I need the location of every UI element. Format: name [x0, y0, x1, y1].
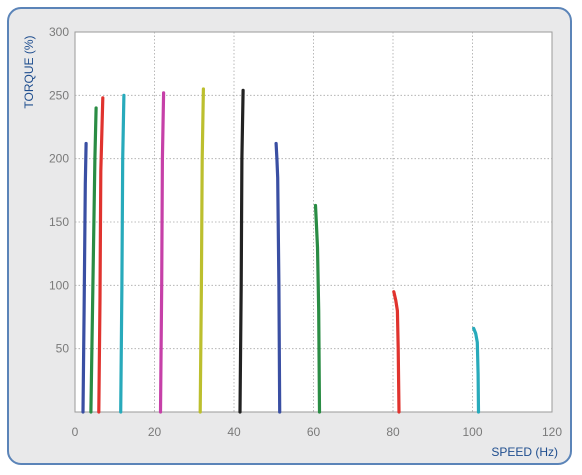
y-tick-label: 300	[49, 25, 69, 39]
x-tick-label: 40	[227, 425, 241, 439]
x-tick-label: 100	[462, 425, 482, 439]
y-tick-label: 100	[49, 278, 69, 292]
chart-panel: 0 20 40 60 80 100 120 50 100 150 200 250 300 SPEED (…	[7, 7, 572, 465]
x-tick-label: 0	[72, 425, 79, 439]
y-tick-label: 150	[49, 215, 69, 229]
x-tick-label: 120	[542, 425, 562, 439]
y-tick-label: 200	[49, 152, 69, 166]
torque-speed-chart: 0 20 40 60 80 100 120 50 100 150 200 250 300 SPEED (…	[9, 9, 574, 467]
y-tick-label: 50	[56, 342, 70, 356]
x-tick-label: 80	[386, 425, 400, 439]
x-axis-label: SPEED (Hz)	[491, 445, 558, 459]
x-tick-label: 60	[307, 425, 321, 439]
y-axis-label: TORQUE (%)	[22, 35, 36, 108]
y-tick-label: 250	[49, 88, 69, 102]
x-tick-label: 20	[148, 425, 162, 439]
